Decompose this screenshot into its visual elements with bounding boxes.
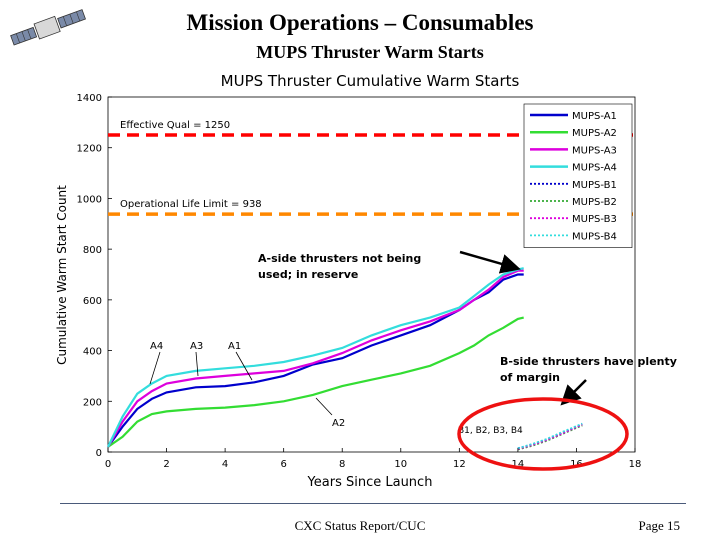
label-a3: A3 [190, 341, 203, 352]
legend-label: MUPS-A2 [572, 128, 617, 139]
x-tick-label: 4 [222, 459, 228, 470]
y-axis-label: Cumulative Warm Start Count [55, 185, 69, 365]
legend-box [523, 103, 633, 248]
reference-line-label: Operational Life Limit = 938 [120, 199, 262, 210]
legend-label: MUPS-B3 [572, 214, 617, 225]
legend-label: MUPS-B1 [572, 180, 617, 191]
footer-report-name: CXC Status Report/CUC [294, 518, 426, 533]
legend-label: MUPS-B2 [572, 197, 617, 208]
margin-annotation-line2: of margin [500, 371, 560, 384]
series-line-mups-a2 [107, 316, 524, 448]
satellite-icon: satellite-icon [6, 6, 92, 48]
y-tick-label: 1000 [77, 194, 102, 205]
legend-label: MUPS-A3 [572, 145, 617, 156]
margin-annotation-line1: B-side thrusters have plenty [500, 355, 677, 368]
x-tick-label: 2 [163, 459, 169, 470]
y-tick-label: 0 [96, 448, 102, 459]
footer-page-number: Page 15 [638, 518, 680, 533]
x-tick-label: 10 [394, 459, 407, 470]
legend-label: MUPS-A1 [572, 111, 617, 122]
y-tick-label: 1400 [77, 93, 102, 104]
label-a2: A2 [332, 418, 345, 429]
x-tick-label: 12 [453, 459, 466, 470]
margin-arrow [560, 379, 587, 406]
y-tick-label: 800 [83, 245, 102, 256]
reserve-arrow [459, 250, 521, 274]
y-tick-label: 600 [83, 296, 102, 307]
footer-divider [60, 503, 686, 504]
slide-subtitle: MUPS Thruster Warm Starts [256, 42, 484, 62]
slide-title: Mission Operations – Consumables [186, 10, 534, 35]
warm-starts-chart: MUPS Thruster Cumulative Warm Starts Eff… [55, 72, 677, 490]
x-tick-label: 8 [339, 459, 345, 470]
x-tick-label: 14 [512, 459, 525, 470]
x-tick-label: 6 [280, 459, 286, 470]
y-tick-label: 400 [83, 347, 102, 358]
chart-title: MUPS Thruster Cumulative Warm Starts [221, 72, 520, 90]
y-tick-label: 200 [83, 397, 102, 408]
x-tick-label: 0 [105, 459, 111, 470]
label-a1: A1 [228, 341, 241, 352]
series-line-mups-a1 [107, 273, 524, 448]
reference-line-label: Effective Qual = 1250 [120, 120, 230, 131]
y-tick-label: 1200 [77, 144, 102, 155]
reserve-annotation-line1: A-side thrusters not being [258, 252, 421, 265]
series-line-mups-b4 [517, 422, 583, 450]
label-a4: A4 [150, 341, 163, 352]
b-side-highlight-ellipse [457, 397, 629, 471]
reserve-annotation-line2: used; in reserve [258, 268, 358, 281]
legend-label: MUPS-A4 [572, 163, 617, 174]
label-b-thrusters: B1, B2, B3, B4 [458, 426, 523, 436]
x-axis-label: Years Since Launch [307, 475, 433, 490]
x-tick-label: 18 [629, 459, 642, 470]
series-line-mups-a3 [107, 269, 524, 448]
series-line-mups-a4 [107, 267, 524, 448]
legend-label: MUPS-B4 [572, 231, 617, 242]
